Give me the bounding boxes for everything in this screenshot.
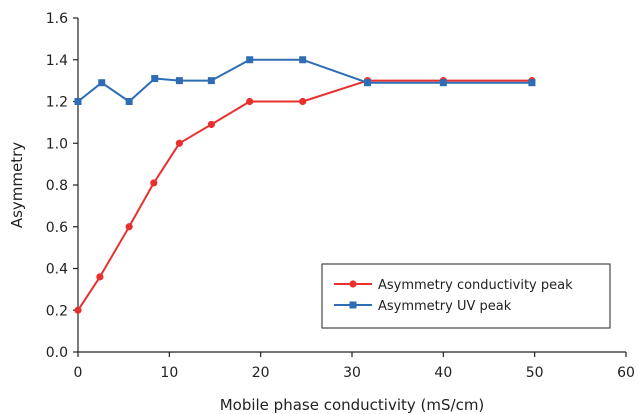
data-point-uv xyxy=(528,79,536,87)
data-point-uv xyxy=(98,79,106,87)
series-uv xyxy=(74,56,536,105)
x-tick-label: 60 xyxy=(617,365,635,381)
x-tick-label: 30 xyxy=(343,365,361,381)
y-tick-label: 0.8 xyxy=(46,178,68,194)
ticks: 0.0 0.2 0.4 0.6 0.8 1.0 1.2 1.4 1.6 0 10 20 30 40 50 60 xyxy=(46,11,635,381)
y-tick-label: 1.0 xyxy=(46,136,68,152)
data-point-uv xyxy=(439,79,447,87)
legend-box xyxy=(321,263,611,329)
data-point-conductivity xyxy=(74,306,82,314)
data-point-conductivity xyxy=(96,273,104,281)
legend-marker-uv xyxy=(349,301,357,309)
legend: Asymmetry conductivity peak Asymmetry UV… xyxy=(321,263,611,329)
x-tick-label: 10 xyxy=(160,365,178,381)
data-point-conductivity xyxy=(246,97,254,106)
data-point-uv xyxy=(299,56,307,64)
x-tick-label: 50 xyxy=(526,365,544,381)
x-axis-title: Mobile phase conductivity (mS/cm) xyxy=(220,396,485,414)
y-tick-label: 0.6 xyxy=(46,220,68,236)
data-point-conductivity xyxy=(125,223,133,231)
x-tick-label: 20 xyxy=(252,365,270,381)
legend-label-uv: Asymmetry UV peak xyxy=(378,299,512,314)
legend-marker-conductivity xyxy=(349,280,357,288)
data-point-uv xyxy=(246,56,254,64)
y-tick-label: 0.4 xyxy=(46,262,68,278)
data-point-uv xyxy=(207,77,215,85)
data-point-uv xyxy=(125,98,133,105)
data-point-uv xyxy=(175,77,183,85)
x-tick-label: 0 xyxy=(74,365,83,381)
x-tick-label: 40 xyxy=(434,365,452,381)
y-tick-label: 1.2 xyxy=(46,95,68,111)
data-point-uv xyxy=(151,75,159,83)
y-axis-title: Asymmetry xyxy=(8,142,26,228)
y-tick-label: 0.0 xyxy=(46,345,68,361)
y-tick-label: 0.2 xyxy=(46,303,68,319)
data-point-uv xyxy=(74,98,82,105)
series-layer xyxy=(74,56,536,314)
y-tick-label: 1.4 xyxy=(46,53,68,69)
data-point-conductivity xyxy=(299,97,307,106)
y-tick-label: 1.6 xyxy=(46,11,68,27)
data-point-uv xyxy=(364,79,372,87)
data-point-conductivity xyxy=(207,120,215,129)
data-point-conductivity xyxy=(150,179,158,187)
legend-label-conductivity: Asymmetry conductivity peak xyxy=(378,278,573,293)
data-point-conductivity xyxy=(175,139,183,147)
